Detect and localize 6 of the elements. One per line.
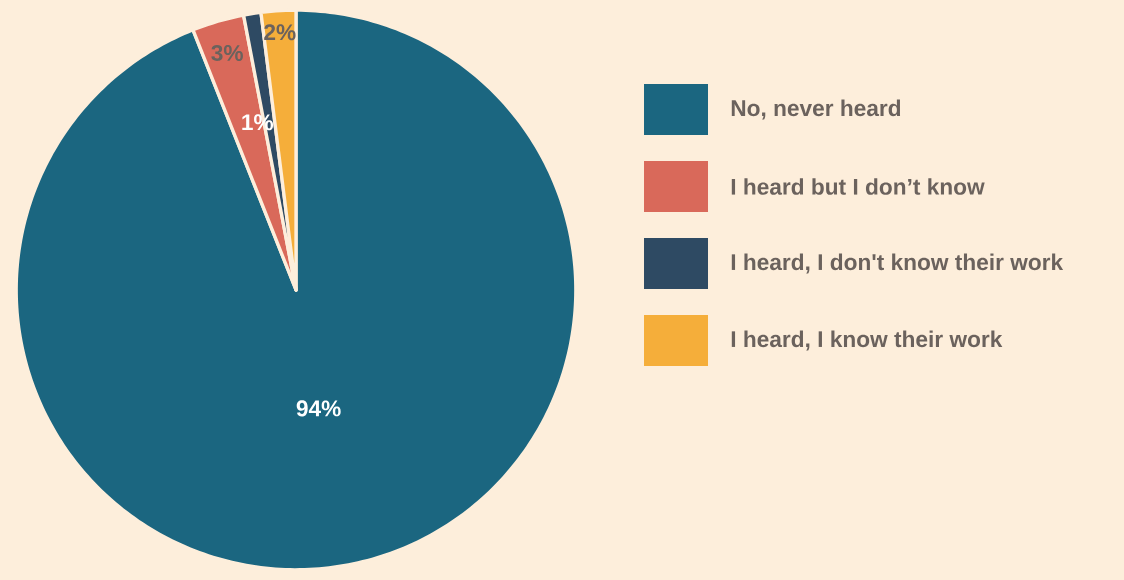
data-label: 3% [211, 44, 243, 61]
legend-label: I heard, I don't know their work [731, 253, 1064, 274]
legend-label: I heard, I know their work [731, 330, 1003, 351]
legend-label: I heard but I don’t know [731, 178, 985, 195]
legend-label: No, never heard [731, 99, 901, 120]
data-label: 94% [296, 400, 341, 417]
